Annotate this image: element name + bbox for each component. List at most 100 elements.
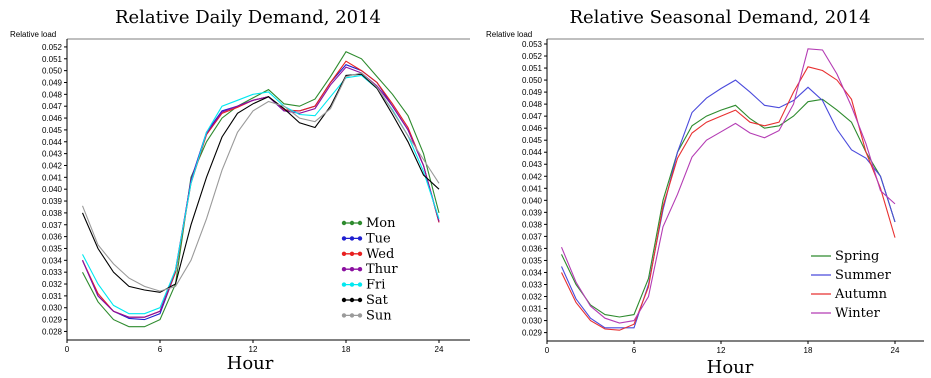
y-tick-label: 0.030 xyxy=(42,304,63,313)
legend-label-fri: Fri xyxy=(366,278,385,293)
y-tick-label: 0.038 xyxy=(42,209,63,218)
y-tick-label: 0.049 xyxy=(42,78,63,87)
legend-marker-fri xyxy=(341,282,347,287)
y-tick-label: 0.049 xyxy=(522,88,543,97)
y-tick-label: 0.031 xyxy=(42,292,63,301)
y-tick-label: 0.044 xyxy=(522,148,543,157)
y-tick-label: 0.030 xyxy=(522,317,543,326)
legend-marker-wed xyxy=(349,251,355,256)
y-tick-label: 0.037 xyxy=(42,221,63,230)
series-line-sat xyxy=(81,73,440,293)
x-tick-label: 24 xyxy=(435,345,444,354)
legend-label-sat: Sat xyxy=(366,293,389,308)
y-tick-label: 0.046 xyxy=(522,124,543,133)
legend-marker-thur xyxy=(349,267,355,272)
legend-marker-sun xyxy=(341,313,347,318)
y-tick-label: 0.050 xyxy=(522,76,543,85)
y-tick-label: 0.028 xyxy=(42,327,63,336)
y-tick-label: 0.039 xyxy=(42,197,63,206)
legend-marker-wed xyxy=(341,251,347,256)
y-tick-label: 0.034 xyxy=(522,268,543,277)
legend-marker-mon xyxy=(357,220,363,226)
y-tick-label: 0.053 xyxy=(522,40,543,49)
y-tick-label: 0.047 xyxy=(522,112,543,121)
x-tick-label: 12 xyxy=(717,346,726,355)
legend-label-winter: Winter xyxy=(835,306,881,321)
y-tick-label: 0.035 xyxy=(522,256,543,265)
y-tick-label: 0.051 xyxy=(522,64,543,73)
y-tick-label: 0.043 xyxy=(522,160,543,169)
legend-marker-sun xyxy=(349,313,355,318)
daily-y-axis-label: Relative load xyxy=(10,30,56,39)
y-tick-label: 0.052 xyxy=(42,43,63,52)
legend-marker-tue xyxy=(349,236,355,241)
y-tick-label: 0.036 xyxy=(522,244,543,253)
y-tick-label: 0.041 xyxy=(522,184,543,193)
x-tick-label: 0 xyxy=(65,345,70,354)
legend-marker-thur xyxy=(341,267,347,272)
legend-marker-fri xyxy=(357,282,363,287)
y-tick-label: 0.032 xyxy=(522,293,543,302)
y-tick-label: 0.045 xyxy=(42,126,63,135)
legend-marker-thur xyxy=(357,267,363,272)
series-line-mon xyxy=(82,50,440,328)
y-tick-label: 0.043 xyxy=(42,150,63,159)
seasonal-demand-chart: Relative Seasonal Demand, 2014 Relative … xyxy=(486,7,924,378)
legend-marker-sat xyxy=(357,297,363,303)
y-tick-label: 0.036 xyxy=(42,233,63,242)
legend-marker-mon xyxy=(341,220,347,226)
series-line-autumn xyxy=(561,66,896,331)
y-tick-label: 0.033 xyxy=(522,280,543,289)
y-tick-label: 0.045 xyxy=(522,136,543,145)
legend-label-spring: Spring xyxy=(835,249,879,264)
y-tick-label: 0.029 xyxy=(42,316,63,325)
y-tick-label: 0.046 xyxy=(42,114,63,123)
y-tick-label: 0.042 xyxy=(42,161,63,170)
y-tick-label: 0.034 xyxy=(42,256,63,265)
daily-demand-chart: Relative Daily Demand, 2014 Relative loa… xyxy=(10,7,470,374)
y-tick-label: 0.031 xyxy=(522,305,543,314)
x-tick-label: 18 xyxy=(342,345,351,354)
legend-marker-sat xyxy=(349,297,355,303)
legend-label-sun: Sun xyxy=(366,308,392,323)
y-tick-label: 0.041 xyxy=(42,173,63,182)
x-tick-label: 18 xyxy=(804,346,813,355)
x-tick-label: 6 xyxy=(632,346,637,355)
y-tick-label: 0.037 xyxy=(522,232,543,241)
y-tick-label: 0.039 xyxy=(522,208,543,217)
legend-marker-fri xyxy=(349,282,355,287)
legend-marker-sat xyxy=(341,297,347,303)
legend-label-wed: Wed xyxy=(366,247,394,262)
y-tick-label: 0.029 xyxy=(522,329,543,338)
y-tick-label: 0.040 xyxy=(522,196,543,205)
series-line-sun xyxy=(81,72,440,292)
seasonal-y-axis-label: Relative load xyxy=(486,30,532,39)
series-line-fri xyxy=(82,74,440,315)
legend-marker-tue xyxy=(357,236,363,241)
series-line-spring xyxy=(561,98,896,318)
x-tick-label: 6 xyxy=(158,345,163,354)
series-line-summer xyxy=(560,79,896,329)
y-tick-label: 0.040 xyxy=(42,185,63,194)
y-tick-label: 0.047 xyxy=(42,102,63,111)
legend-marker-wed xyxy=(357,251,363,256)
x-tick-label: 0 xyxy=(545,346,550,355)
series-line-thur xyxy=(81,66,440,318)
legend-marker-tue xyxy=(341,236,347,241)
legend-label-mon: Mon xyxy=(366,216,396,231)
y-tick-label: 0.048 xyxy=(42,90,63,99)
y-tick-label: 0.051 xyxy=(42,55,63,64)
legend-label-thur: Thur xyxy=(366,262,398,277)
seasonal-chart-title: Relative Seasonal Demand, 2014 xyxy=(569,7,870,28)
legend-marker-mon xyxy=(349,220,355,226)
x-tick-label: 12 xyxy=(249,345,258,354)
y-tick-label: 0.038 xyxy=(522,220,543,229)
y-tick-label: 0.032 xyxy=(42,280,63,289)
y-tick-label: 0.042 xyxy=(522,172,543,181)
legend-label-autumn: Autumn xyxy=(834,287,888,302)
daily-x-axis-label: Hour xyxy=(227,353,274,374)
y-tick-label: 0.048 xyxy=(522,100,543,109)
y-tick-label: 0.050 xyxy=(42,67,63,76)
y-tick-label: 0.044 xyxy=(42,138,63,147)
